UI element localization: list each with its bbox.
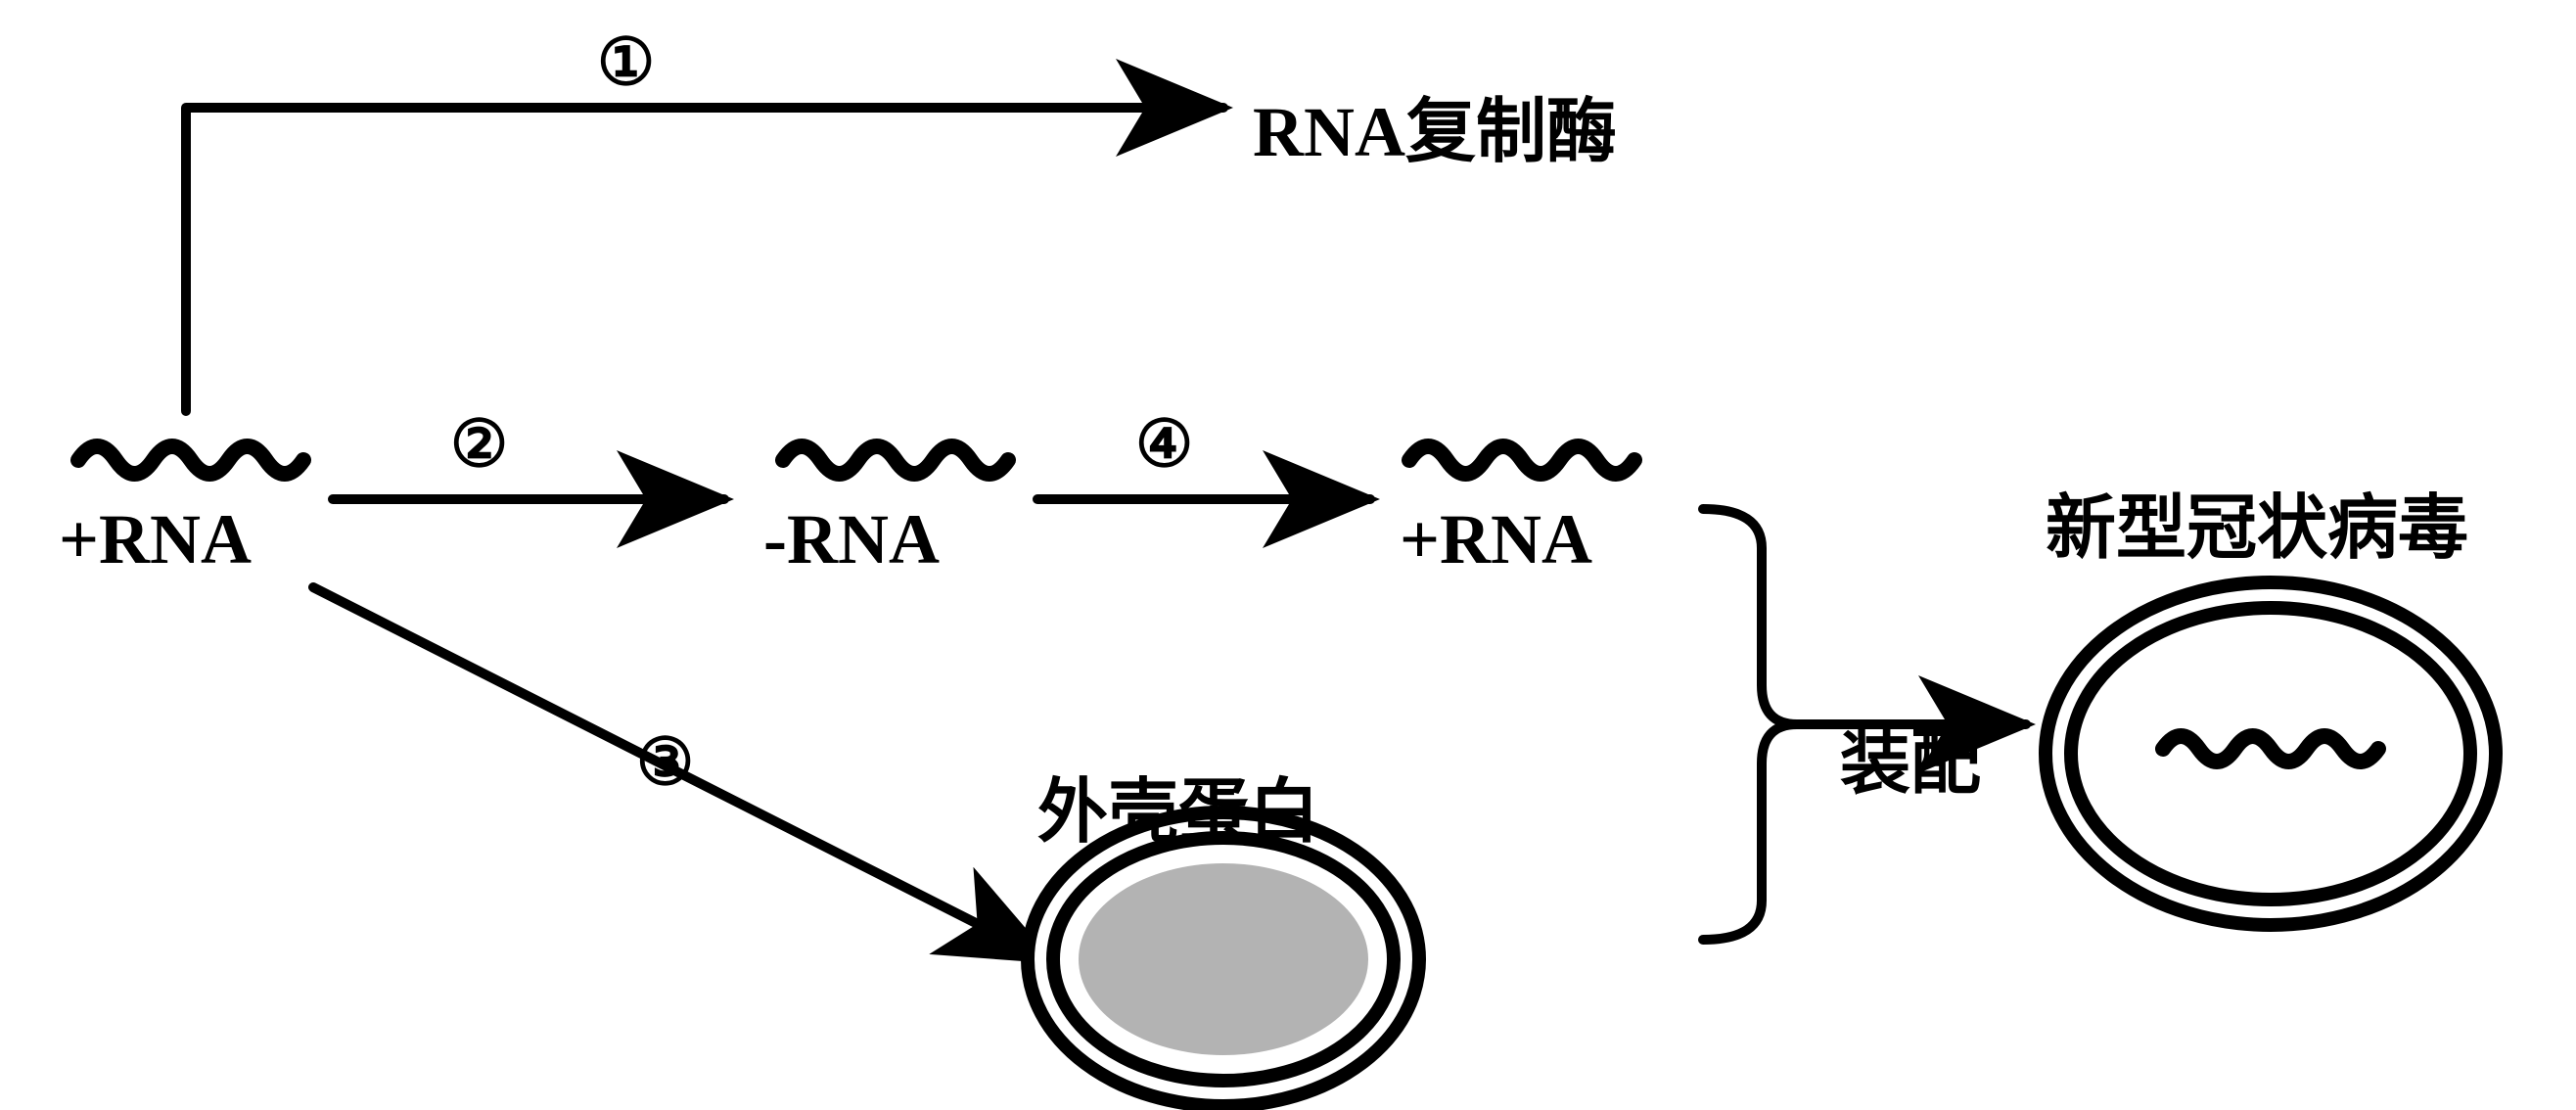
label-step-1: ① <box>597 24 655 101</box>
diagram-stage: +RNA -RNA +RNA RNA复制酶 外壳蛋白 装配 新型冠状病毒 ① ②… <box>0 0 2576 1110</box>
label-rna-replicase: RNA复制酶 <box>1253 73 1617 176</box>
label-assembly: 装配 <box>1840 705 1981 808</box>
label-step-3: ③ <box>636 724 694 801</box>
label-step-2: ② <box>450 406 508 483</box>
label-minus-rna: -RNA <box>763 499 940 580</box>
label-capsid-protein: 外壳蛋白 <box>1037 754 1319 856</box>
label-novel-coronavirus: 新型冠状病毒 <box>2046 470 2468 573</box>
label-plus-rna-right: +RNA <box>1400 499 1592 580</box>
label-step-4: ④ <box>1135 406 1193 483</box>
label-plus-rna-left: +RNA <box>59 499 252 580</box>
